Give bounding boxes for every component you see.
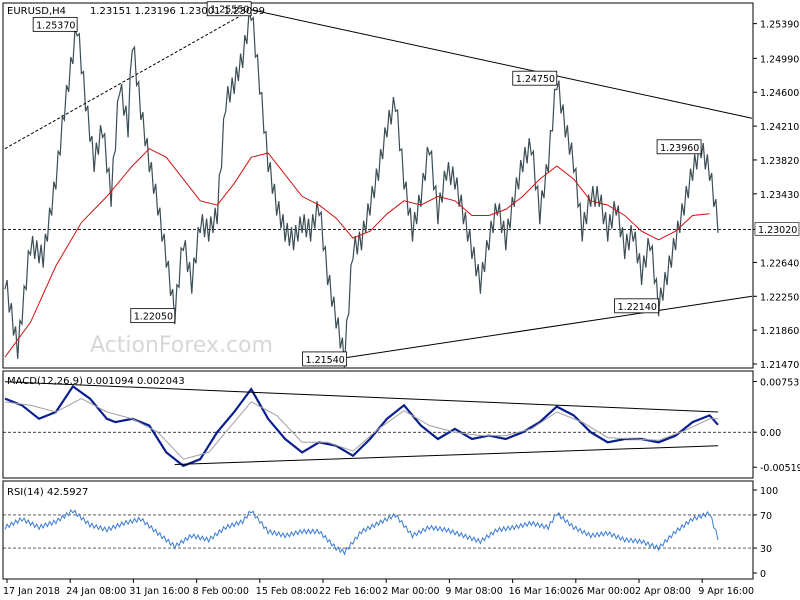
price-annotation-label: 1.25370 xyxy=(36,20,75,31)
price-annotation-box xyxy=(302,351,347,367)
current-price-label: 1.23020 xyxy=(758,225,797,236)
price-y-tick-label: 1.23430 xyxy=(760,190,799,201)
price-y-tick-label: 1.21470 xyxy=(760,360,799,371)
x-tick-label: 15 Feb 08:00 xyxy=(256,586,318,597)
price-annotation-label: 1.25550 xyxy=(210,5,249,16)
macd-series-macd xyxy=(4,384,719,468)
x-tick-label: 2 Apr 08:00 xyxy=(635,586,691,597)
macd-y-tick-label: 0.007538 xyxy=(760,377,800,388)
x-tick-label: 9 Apr 16:00 xyxy=(698,586,754,597)
macd-y-tick-label: 0.00 xyxy=(760,428,781,439)
rsi-y-tick-label: 30 xyxy=(760,544,772,555)
macd-title: MACD(12,26,9) 0.001094 0.002043 xyxy=(7,376,185,387)
chart-header-ohlc: 1.23151 1.23196 1.23001 1.23099 xyxy=(90,6,265,17)
price-annotation-box xyxy=(206,1,252,17)
macd-panel-frame xyxy=(2,370,754,479)
price-y-tick-label: 1.21860 xyxy=(760,326,799,337)
price-panel-frame xyxy=(2,2,754,369)
watermark: ActionForex.com xyxy=(90,333,273,358)
rsi-y-tick-label: 70 xyxy=(760,511,772,522)
price-y-tick-label: 1.24210 xyxy=(760,122,799,133)
x-tick-label: 22 Feb 16:00 xyxy=(319,586,381,597)
price-annotation-label: 1.24750 xyxy=(516,74,555,85)
rsi-series xyxy=(4,508,719,556)
x-tick-label: 17 Jan 2018 xyxy=(3,586,60,597)
price-y-tick-label: 1.25390 xyxy=(760,20,799,31)
current-price-box xyxy=(754,222,800,236)
price-y-tick-label: 1.24990 xyxy=(760,54,799,65)
price-annotation-box xyxy=(512,70,558,86)
price-annotation-box xyxy=(130,308,176,324)
macd-series-signal xyxy=(4,398,718,460)
price-annotation-label: 1.21540 xyxy=(306,355,345,366)
x-tick-label: 2 Mar 00:00 xyxy=(382,586,439,597)
price-y-tick-label: 1.22640 xyxy=(760,258,799,269)
price-y-tick-label: 1.24600 xyxy=(760,88,799,99)
rsi-y-tick-label: 0 xyxy=(760,569,766,580)
price-annotation-label: 1.23960 xyxy=(660,143,699,154)
chart-header-symbol: EURUSD,H4 xyxy=(7,6,66,17)
price-annotation-label: 1.22050 xyxy=(134,312,173,323)
moving-average-line xyxy=(4,148,710,358)
price-annotation-box xyxy=(614,298,660,314)
price-trendline xyxy=(251,9,753,119)
x-tick-label: 16 Mar 16:00 xyxy=(509,586,572,597)
price-trendline xyxy=(344,295,753,359)
price-annotation-box xyxy=(656,139,702,155)
x-tick-label: 9 Mar 08:00 xyxy=(445,586,502,597)
price-trendline xyxy=(4,9,252,150)
price-series xyxy=(4,11,719,369)
price-annotation-label: 1.22140 xyxy=(618,302,657,313)
x-tick-label: 31 Jan 16:00 xyxy=(129,586,189,597)
rsi-title: RSI(14) 42.5927 xyxy=(7,487,88,498)
macd-trendline xyxy=(174,445,719,466)
x-tick-label: 26 Mar 00:00 xyxy=(572,586,635,597)
x-tick-label: 24 Jan 08:00 xyxy=(66,586,126,597)
rsi-y-tick-label: 100 xyxy=(760,486,778,497)
rsi-panel-frame xyxy=(2,480,754,580)
price-y-tick-label: 1.22250 xyxy=(760,292,799,303)
price-annotation-box xyxy=(32,16,78,32)
macd-trendline xyxy=(4,381,719,413)
price-y-tick-label: 1.23820 xyxy=(760,156,799,167)
x-tick-label: 8 Feb 00:00 xyxy=(193,586,249,597)
macd-y-tick-label: -0.005192 xyxy=(760,463,800,474)
